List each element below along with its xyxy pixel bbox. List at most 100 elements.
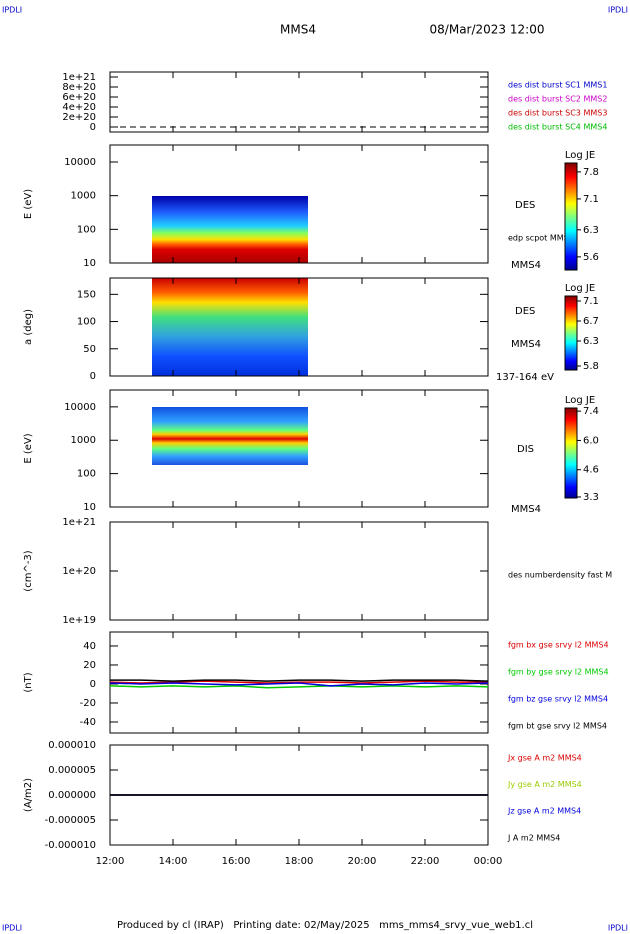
y-tick-label: 100 (77, 469, 96, 480)
y-tick-label: 10 (83, 502, 96, 513)
y-tick-label: -40 (80, 717, 96, 728)
y-tick-label: 10000 (64, 157, 96, 168)
legend-entry: fgm by gse srvy l2 MMS4 (508, 667, 609, 676)
legend-entry: des dist burst SC1 MMS1 (508, 81, 607, 90)
y-axis-label: (cm^-3) (23, 550, 34, 591)
colorbar-tick-label: 6.3 (583, 336, 599, 347)
colorbar-tick-label: 4.6 (583, 465, 599, 476)
y-tick-label: 1e+21 (62, 517, 96, 528)
y-tick-label: 10000 (64, 402, 96, 413)
y-tick-label: 40 (83, 641, 96, 652)
annotation: 137-164 eV (496, 372, 554, 383)
colorbar-title: Log JE (565, 283, 595, 294)
annotation: des numberdensity fast M (508, 571, 612, 580)
date: 08/Mar/2023 12:00 (430, 23, 545, 37)
colorbar-tick-label: 5.6 (583, 252, 599, 263)
y-tick-label: 100 (77, 317, 96, 328)
spectrogram (152, 196, 308, 263)
colorbar-tick-label: 6.0 (583, 435, 599, 446)
corner-label: IPDLI (608, 924, 628, 933)
x-tick-label: 20:00 (348, 856, 377, 867)
annotation: edp scpot MMS4 (508, 234, 574, 243)
legend-entry: des dist burst SC3 MMS3 (508, 108, 607, 117)
y-tick-label: 20 (83, 660, 96, 671)
legend-entry: fgm bz gse srvy l2 MMS4 (508, 694, 608, 703)
legend-entry: Jz gse A m2 MMS4 (507, 807, 581, 816)
legend-entry: J A m2 MMS4 (507, 833, 560, 842)
spectrogram (152, 278, 308, 376)
annotation: MMS4 (511, 260, 541, 271)
y-tick-label: 0 (90, 371, 96, 382)
y-tick-label: 1e+19 (62, 615, 96, 626)
y-tick-label: 1e+20 (62, 566, 96, 577)
x-tick-label: 22:00 (411, 856, 440, 867)
legend-entry: des dist burst SC2 MMS2 (508, 94, 607, 103)
y-tick-label: 4e+20 (62, 102, 96, 113)
y-tick-label: 150 (77, 289, 96, 300)
colorbar-tick-label: 7.1 (583, 194, 599, 205)
legend-entry: Jy gse A m2 MMS4 (507, 780, 582, 789)
annotation: MMS4 (511, 504, 541, 515)
x-tick-label: 00:00 (474, 856, 503, 867)
series-line (109, 680, 488, 684)
corner-label: IPDLI (2, 6, 22, 15)
y-tick-label: 100 (77, 224, 96, 235)
series-line (109, 685, 489, 689)
legend-entry: fgm bx gse srvy l2 MMS4 (508, 641, 609, 650)
y-tick-label: 1e+21 (62, 72, 96, 83)
y-axis-label: E (eV) (23, 189, 34, 219)
y-tick-label: 0 (90, 679, 96, 690)
mission: MMS4 (280, 23, 316, 37)
y-tick-label: -0.000005 (45, 815, 96, 826)
annotation: DES (515, 306, 535, 317)
series-line (109, 682, 489, 687)
y-axis-label: (nT) (23, 672, 34, 692)
y-axis-label: (A/m2) (23, 778, 34, 812)
y-tick-label: 0.000010 (48, 740, 96, 751)
colorbar-tick-label: 7.8 (583, 167, 599, 178)
x-tick-label: 18:00 (285, 856, 314, 867)
y-axis-label: a (deg) (23, 309, 34, 345)
y-tick-label: 10 (83, 258, 96, 269)
y-tick-label: 0.000005 (48, 765, 96, 776)
y-tick-label: 0 (90, 122, 96, 133)
spectrogram (152, 407, 308, 465)
series-line (110, 679, 489, 682)
colorbar-title: Log JE (565, 150, 595, 161)
y-axis-label: E (eV) (23, 433, 34, 463)
colorbar-tick-label: 3.3 (583, 492, 599, 503)
y-tick-label: 50 (83, 344, 96, 355)
colorbar-tick-label: 6.3 (583, 225, 599, 236)
colorbar-title: Log JE (565, 395, 595, 406)
colorbar-tick-label: 7.1 (583, 296, 599, 307)
y-tick-label: 8e+20 (62, 82, 96, 93)
annotation: DIS (517, 444, 534, 455)
y-tick-label: 0.000000 (48, 790, 96, 801)
corner-label: IPDLI (608, 6, 628, 15)
y-tick-label: -0.000010 (45, 840, 96, 851)
y-tick-label: 2e+20 (62, 112, 96, 123)
axes-box (109, 71, 489, 133)
colorbar-tick-label: 6.7 (583, 316, 599, 327)
colorbar-tick-label: 5.8 (583, 361, 599, 372)
colorbar (564, 295, 578, 371)
axes-box (109, 521, 489, 621)
legend-entry: fgm bt gse srvy l2 MMS4 (508, 721, 607, 730)
y-tick-label: 6e+20 (62, 92, 96, 103)
y-tick-label: 1000 (71, 435, 96, 446)
corner-label: IPDLI (2, 924, 22, 933)
footer: Produced by cl (IRAP) Printing date: 02/… (117, 920, 533, 931)
colorbar (564, 162, 578, 271)
annotation: MMS4 (511, 339, 541, 350)
annotation: DES (515, 200, 535, 211)
x-tick-label: 12:00 (96, 856, 125, 867)
x-tick-label: 16:00 (222, 856, 251, 867)
colorbar-tick-label: 7.4 (583, 406, 599, 417)
y-tick-label: -20 (80, 698, 96, 709)
legend-entry: des dist burst SC4 MMS4 (508, 122, 607, 131)
colorbar (564, 407, 578, 499)
legend-entry: Jx gse A m2 MMS4 (507, 754, 582, 763)
x-tick-label: 14:00 (159, 856, 188, 867)
y-tick-label: 1000 (71, 191, 96, 202)
